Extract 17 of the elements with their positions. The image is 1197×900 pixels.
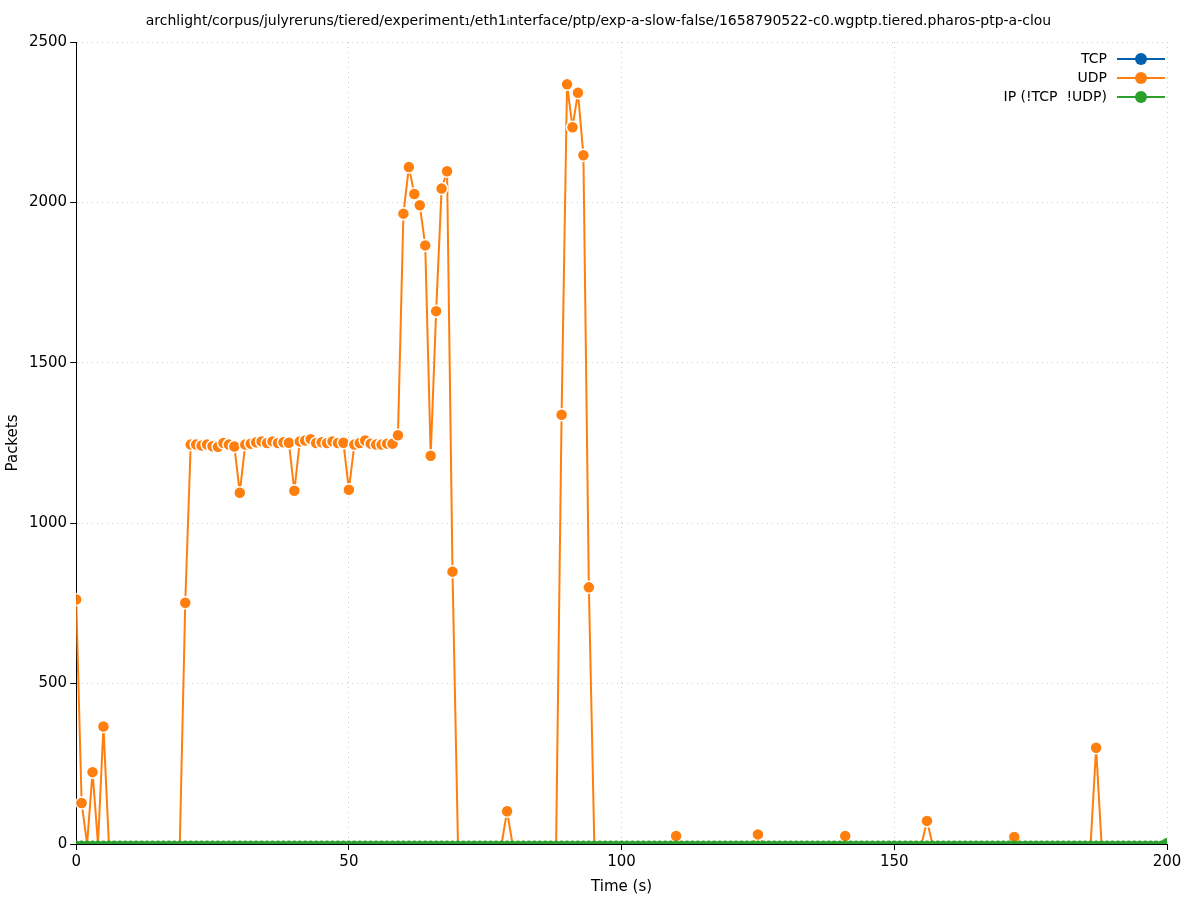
y-tick-label: 2500 bbox=[28, 31, 68, 50]
y-tick-label: 500 bbox=[38, 673, 68, 692]
y-tick-label: 0 bbox=[57, 833, 68, 852]
x-axis-title: Time (s) bbox=[590, 876, 653, 895]
legend-label: TCP bbox=[1080, 49, 1107, 66]
legend-label: IP (!TCP !UDP) bbox=[1003, 87, 1107, 104]
y-tick-label: 1000 bbox=[28, 513, 68, 532]
chart-title: archlight/corpus/julyreruns/tiered/experiment₁/eth1ᵢnterface/ptp/exp-a-slow-false/1658790522-c0.wgptp.tiered.pharos-ptp-a-clou bbox=[144, 12, 1053, 28]
x-tick-label: 100 bbox=[607, 851, 636, 870]
y-axis-title: Packets bbox=[2, 414, 21, 472]
y-tick-label: 2000 bbox=[28, 192, 68, 211]
x-tick-label: 200 bbox=[1152, 851, 1182, 870]
legend-label: UDP bbox=[1077, 68, 1107, 85]
x-tick-label: 0 bbox=[71, 851, 81, 870]
y-tick-label: 1500 bbox=[28, 352, 68, 371]
x-tick-label: 150 bbox=[879, 851, 909, 870]
x-tick-label: 50 bbox=[339, 851, 359, 870]
